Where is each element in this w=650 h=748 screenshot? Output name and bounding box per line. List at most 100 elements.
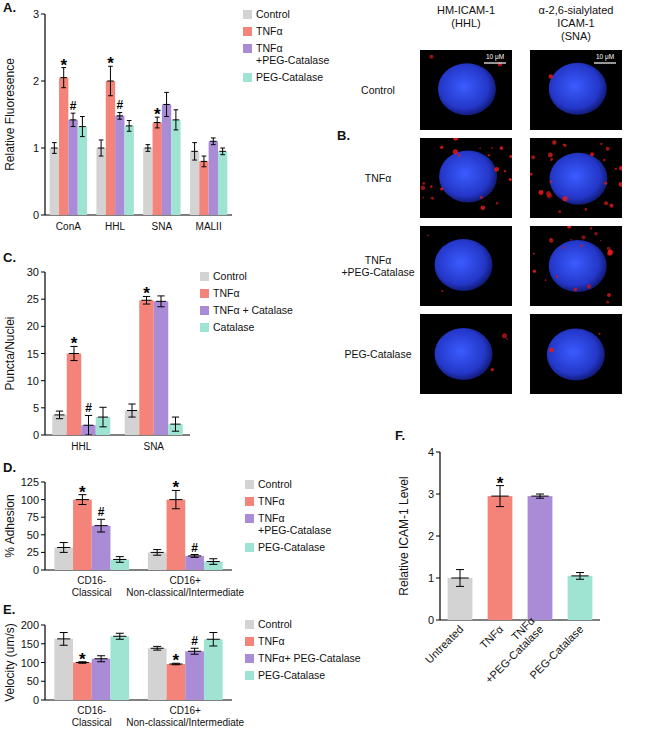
legend-swatch bbox=[243, 73, 252, 82]
annotations: * bbox=[497, 474, 504, 493]
mean-line bbox=[201, 161, 208, 162]
chart-panel: E.Velocity (um/s)050100150200**#CD16-Cla… bbox=[3, 602, 361, 728]
punctum bbox=[539, 190, 544, 195]
y-tick-label: 0 bbox=[33, 209, 39, 221]
micrograph bbox=[530, 314, 622, 394]
bar bbox=[185, 651, 204, 700]
punctum bbox=[479, 148, 481, 150]
text-line: TNFα bbox=[477, 622, 506, 651]
bar bbox=[167, 500, 186, 570]
legend-label: Control bbox=[256, 8, 290, 20]
text-line: CD16+ bbox=[170, 705, 202, 716]
error-cap bbox=[209, 564, 217, 565]
scale-bar-label: 10 μM bbox=[486, 53, 504, 61]
bar bbox=[488, 496, 513, 620]
text-line: (SNA) bbox=[561, 30, 591, 42]
significance-mark: * bbox=[79, 483, 86, 502]
text-line: Velocity (um/s) bbox=[3, 623, 17, 702]
punctum bbox=[533, 270, 536, 273]
error-cap bbox=[127, 131, 132, 132]
y-tick bbox=[436, 452, 440, 453]
punctum bbox=[550, 238, 552, 240]
bar bbox=[92, 526, 111, 570]
mean-line bbox=[170, 424, 180, 425]
x-tick-label: CD16-Classical bbox=[72, 575, 112, 598]
punctum bbox=[422, 182, 425, 185]
x-tick-label: ConA bbox=[56, 221, 81, 232]
legend-swatch bbox=[245, 543, 254, 552]
legend-swatch bbox=[200, 323, 209, 332]
error-bar bbox=[126, 121, 133, 132]
text-line: CD16- bbox=[77, 705, 106, 716]
bar bbox=[115, 116, 124, 215]
text-line: TNFα bbox=[258, 635, 284, 647]
significance-mark: * bbox=[71, 334, 78, 353]
error-cap bbox=[157, 306, 164, 307]
error-bar bbox=[571, 573, 588, 580]
text-line: B. bbox=[337, 128, 350, 143]
punctum bbox=[533, 253, 535, 255]
significance-mark: * bbox=[79, 650, 86, 669]
error-bar bbox=[207, 559, 220, 565]
text-line: E. bbox=[3, 602, 15, 617]
bar bbox=[154, 301, 169, 435]
text-line: PEG-Catalase bbox=[527, 623, 585, 681]
significance-mark: # bbox=[70, 99, 77, 113]
image-background bbox=[530, 314, 622, 394]
text-line: Puncta/Nuclei bbox=[3, 316, 17, 390]
mean-line bbox=[60, 77, 67, 78]
text-line: Non-classical/Intermediate bbox=[126, 587, 244, 598]
punctum bbox=[552, 140, 556, 144]
punctum bbox=[603, 159, 605, 161]
text-line: Control bbox=[258, 478, 292, 490]
text-line: HM-ICAM-1 bbox=[437, 4, 495, 16]
mean-line bbox=[151, 648, 164, 649]
y-tick-label: 100 bbox=[21, 494, 39, 506]
bar bbox=[139, 300, 154, 435]
punctum bbox=[488, 154, 491, 157]
significance-mark: # bbox=[85, 401, 92, 415]
error-cap bbox=[71, 126, 76, 127]
error-cap bbox=[97, 531, 105, 532]
punctum bbox=[481, 205, 486, 210]
panel-letter: F. bbox=[395, 428, 405, 443]
error-cap bbox=[78, 504, 86, 505]
legend-swatch bbox=[200, 306, 209, 315]
y-tick-label: 4 bbox=[428, 446, 434, 458]
y-tick bbox=[41, 552, 45, 553]
mean-line bbox=[98, 148, 105, 149]
error-cap bbox=[536, 494, 544, 495]
significance-mark: # bbox=[191, 634, 198, 648]
error-bar bbox=[117, 112, 124, 119]
significance-mark: * bbox=[143, 284, 150, 303]
y-tick-label: 3 bbox=[33, 8, 39, 20]
legend-label: Control bbox=[213, 270, 247, 282]
error-cap bbox=[174, 129, 179, 130]
error-bar bbox=[156, 296, 166, 307]
mean-line bbox=[83, 425, 93, 426]
y-tick bbox=[436, 620, 440, 621]
error-cap bbox=[56, 411, 63, 412]
mean-line bbox=[491, 496, 508, 497]
y-tick-label: 200 bbox=[21, 619, 39, 631]
mean-line bbox=[451, 578, 468, 579]
error-cap bbox=[85, 435, 92, 436]
bar bbox=[106, 81, 115, 215]
y-tick-label: 25 bbox=[27, 293, 39, 305]
image-background bbox=[420, 226, 512, 306]
micrograph bbox=[420, 226, 512, 306]
text-line: Control bbox=[361, 84, 395, 96]
error-cap bbox=[99, 407, 106, 408]
error-cap bbox=[128, 417, 135, 418]
text-line: Control bbox=[258, 618, 292, 630]
image-background bbox=[530, 138, 622, 218]
punctum bbox=[509, 155, 512, 158]
y-tick-label: 20 bbox=[27, 320, 39, 332]
y-tick bbox=[436, 536, 440, 537]
punctum bbox=[545, 279, 547, 281]
punctum bbox=[427, 235, 429, 237]
punctum bbox=[494, 167, 499, 172]
punctum bbox=[502, 333, 507, 338]
error-bar bbox=[191, 143, 198, 160]
y-tick-label: 15 bbox=[27, 348, 39, 360]
